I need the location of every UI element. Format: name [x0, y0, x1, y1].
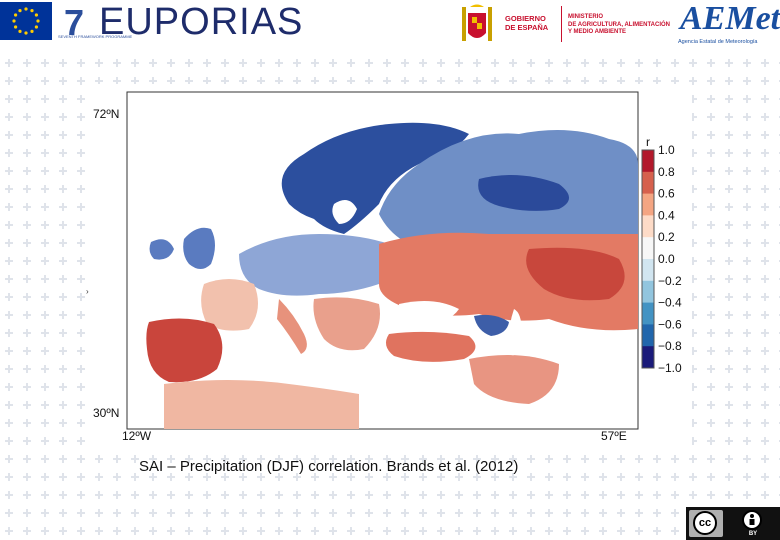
colorbar-tick-label: −0.4	[658, 296, 682, 310]
ministerio-text: MINISTERIO DE AGRICULTURA, ALIMENTACIÓN …	[568, 14, 670, 35]
correlation-map-svg: 72ºN 30ºN 12ºW 57ºE r 1.0 0.8 0.6 0.4 0.2 0.0…	[93, 91, 682, 443]
by-label: BY	[748, 531, 758, 537]
euporias-logo: EUPORIAS	[99, 1, 304, 43]
region-italy	[277, 299, 307, 354]
region-north-russia-dark	[478, 175, 569, 211]
aemet-subtitle: Agencia Estatal de Meteorología	[678, 39, 758, 45]
region-ireland	[149, 239, 174, 260]
region-north-africa	[164, 380, 359, 429]
ministerio-logo: MINISTERIO DE AGRICULTURA, ALIMENTACIÓN …	[560, 0, 672, 48]
colorbar-segment	[642, 171, 654, 195]
header-logo-bar: 7 SEVENTH FRAMEWORK PROGRAMME EUPORIAS G…	[0, 0, 780, 50]
attribution-person-icon	[742, 510, 762, 530]
lat-label-bottom: 30ºN	[93, 406, 119, 420]
region-central-europe	[239, 234, 393, 296]
region-caucasus	[474, 314, 509, 336]
colorbar-title: r	[646, 135, 650, 149]
spain-coat-of-arms-icon	[462, 4, 492, 41]
sea-black-sea	[399, 300, 459, 326]
colorbar-tick-label: −0.6	[658, 317, 682, 331]
fp7-caption: SEVENTH FRAMEWORK PROGRAMME	[58, 34, 133, 39]
region-russia-darkred	[526, 247, 625, 301]
region-balkans	[313, 297, 380, 351]
lon-label-left: 12ºW	[122, 429, 152, 443]
fp7-number: 7	[64, 2, 85, 43]
aemet-wordmark: AEMet	[680, 0, 780, 37]
colorbar-tick-label: 0.2	[658, 230, 675, 244]
colorbar-tick-label: −1.0	[658, 361, 682, 375]
gobierno-text: GOBIERNO DE ESPAÑA	[505, 14, 549, 32]
map-land-fields	[146, 122, 638, 429]
colorbar-tick-label: 1.0	[658, 143, 675, 157]
colorbar-tick-label: −0.8	[658, 339, 682, 353]
cc-logo: cc	[689, 510, 723, 537]
correlation-map-figure: 72ºN 30ºN 12ºW 57ºE r 1.0 0.8 0.6 0.4 0.2 0.0…	[89, 84, 692, 449]
colorbar-segment	[642, 150, 654, 173]
colorbar-segment	[642, 259, 654, 282]
colorbar-segment	[642, 302, 654, 325]
colorbar-segment	[642, 280, 654, 304]
colorbar: 1.0 0.8 0.6 0.4 0.2 0.0 −0.2 −0.4 −0.6 −0.8 −1.0	[641, 143, 682, 375]
cc-license-badge: cc BY	[686, 507, 780, 540]
eu-flag-logo	[0, 2, 52, 40]
region-scandinavia	[281, 122, 469, 234]
sea-caspian	[508, 309, 522, 356]
gobierno-logo: GOBIERNO DE ESPAÑA	[455, 0, 555, 48]
aemet-logo: AEMet Agencia Estatal de Meteorología	[676, 0, 780, 50]
region-british-isles	[183, 227, 215, 269]
colorbar-tick-label: 0.0	[658, 252, 675, 266]
slide-marker: ›	[86, 287, 89, 296]
region-france	[201, 279, 258, 331]
cc-by-logo: BY	[730, 510, 776, 537]
colorbar-frame	[641, 149, 655, 369]
lon-label-right: 57ºE	[601, 429, 627, 443]
colorbar-segment	[642, 193, 654, 216]
colorbar-tick-label: 0.4	[658, 208, 675, 222]
figure-caption: SAI – Precipitation (DJF) correlation. B…	[139, 458, 519, 475]
lat-label-top: 72ºN	[93, 107, 119, 121]
cc-icon: cc	[693, 511, 717, 535]
eu-stars-icon	[12, 7, 40, 35]
colorbar-segment	[642, 324, 654, 347]
colorbar-tick-label: 0.8	[658, 165, 675, 179]
colorbar-tick-label: −0.2	[658, 274, 682, 288]
sea-baltic	[332, 200, 357, 224]
region-iberia	[146, 318, 223, 383]
colorbar-segment	[642, 215, 654, 238]
colorbar-tick-label: 0.6	[658, 187, 675, 201]
colorbar-segment	[642, 237, 654, 260]
fp7-logo: 7 SEVENTH FRAMEWORK PROGRAMME	[58, 2, 132, 43]
colorbar-segment	[642, 346, 654, 369]
region-middle-east	[469, 355, 559, 404]
region-turkey	[385, 331, 476, 362]
